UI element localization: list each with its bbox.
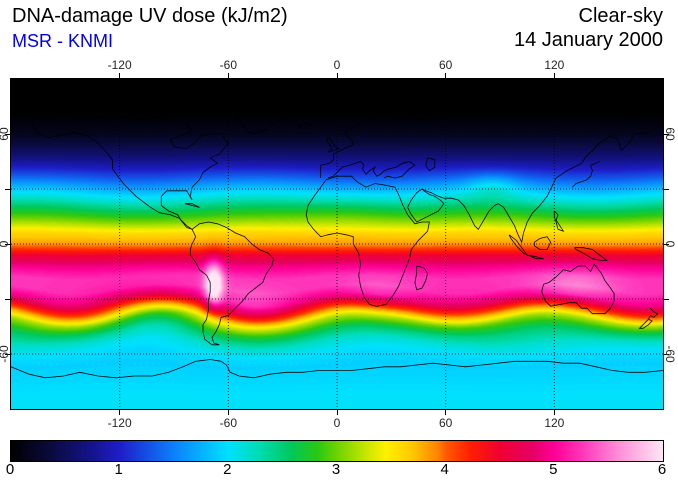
lat-tick-left <box>5 243 11 245</box>
lon-tick-label-bottom: -120 <box>107 416 132 430</box>
lon-tick-bottom <box>119 409 121 415</box>
coastline <box>527 254 544 260</box>
colorbar-tick-labels: 0 1 2 3 4 5 6 <box>6 461 666 480</box>
coastline <box>184 203 200 208</box>
lat-tick-right <box>663 188 669 190</box>
coastline <box>638 307 659 329</box>
lon-tick-label-top: 60 <box>438 58 453 72</box>
lon-tick-top <box>336 73 338 79</box>
lat-tick-left <box>5 188 11 190</box>
coastline <box>327 161 416 179</box>
colorbar-tick-label: 3 <box>331 461 341 478</box>
lon-tick-bottom <box>445 409 447 415</box>
coastline <box>407 188 445 223</box>
lon-tick-top <box>445 73 447 79</box>
coastline <box>305 175 430 307</box>
lat-tick-label-right: -60 <box>663 345 677 363</box>
coastline <box>297 122 313 129</box>
coastline <box>534 236 552 250</box>
colorbar-tick-label: 2 <box>223 461 232 478</box>
lon-tick-label-top: 120 <box>544 58 565 72</box>
colorbar-tick-label: 6 <box>657 461 667 478</box>
colorbar-tick-label: 5 <box>549 461 558 478</box>
colorbar-tick-label: 1 <box>114 461 123 478</box>
lon-tick-label-top: 0 <box>333 58 341 72</box>
map-overlay-coastlines-grid <box>11 79 663 409</box>
lon-tick-label-top: -120 <box>107 58 132 72</box>
coastline <box>541 263 615 315</box>
lat-tick-left <box>5 133 11 135</box>
coastline <box>231 89 304 135</box>
lon-tick-label-bottom: -60 <box>219 416 237 430</box>
lat-tick-label-left: 0 <box>0 229 11 259</box>
figure-title: DNA-damage UV dose (kJ/m2) <box>12 5 288 27</box>
world-map-plot: -120 -120 -60 -60 0 0 60 60 120 120 60 60 0 0 -60 -60 <box>0 58 677 430</box>
colorbar <box>10 440 664 462</box>
coastline <box>189 221 275 346</box>
lat-tick-right <box>663 133 669 135</box>
figure-source: MSR - KNMI <box>12 31 113 51</box>
coastline <box>11 359 663 379</box>
lon-tick-label-top: -60 <box>219 58 237 72</box>
lat-tick-right <box>663 298 669 300</box>
lon-tick-label-bottom: 120 <box>544 416 565 430</box>
lat-tick-label-right: 60 <box>663 127 677 141</box>
lon-tick-top <box>227 73 229 79</box>
coastline <box>320 100 663 244</box>
lon-tick-label-bottom: 0 <box>333 416 341 430</box>
lon-tick-top <box>119 73 121 79</box>
lon-tick-bottom <box>336 409 338 415</box>
lon-tick-bottom <box>553 409 555 415</box>
sky-condition-label: Clear-sky <box>578 5 663 27</box>
lat-tick-left <box>5 298 11 300</box>
coastline <box>553 210 565 232</box>
coastline <box>508 234 528 256</box>
lat-tick-right <box>663 243 669 245</box>
lat-tick-right <box>663 353 669 355</box>
lat-tick-left <box>5 353 11 355</box>
colorbar-tick-label: 4 <box>440 461 449 478</box>
coastline <box>425 157 436 172</box>
lon-tick-label-bottom: 60 <box>438 416 453 430</box>
coastline <box>574 247 609 261</box>
coastline <box>414 265 429 291</box>
coastline <box>325 137 340 153</box>
lon-tick-top <box>553 73 555 79</box>
figure-date: 14 January 2000 <box>513 29 663 51</box>
lat-tick-label-left: 60 <box>0 127 11 141</box>
lat-tick-label-right: 0 <box>663 240 677 248</box>
lon-tick-bottom <box>227 409 229 415</box>
coastline <box>572 161 600 188</box>
colorbar-tick-label: 0 <box>5 461 15 478</box>
lat-tick-label-left: -60 <box>0 345 11 363</box>
coastline <box>32 113 229 230</box>
